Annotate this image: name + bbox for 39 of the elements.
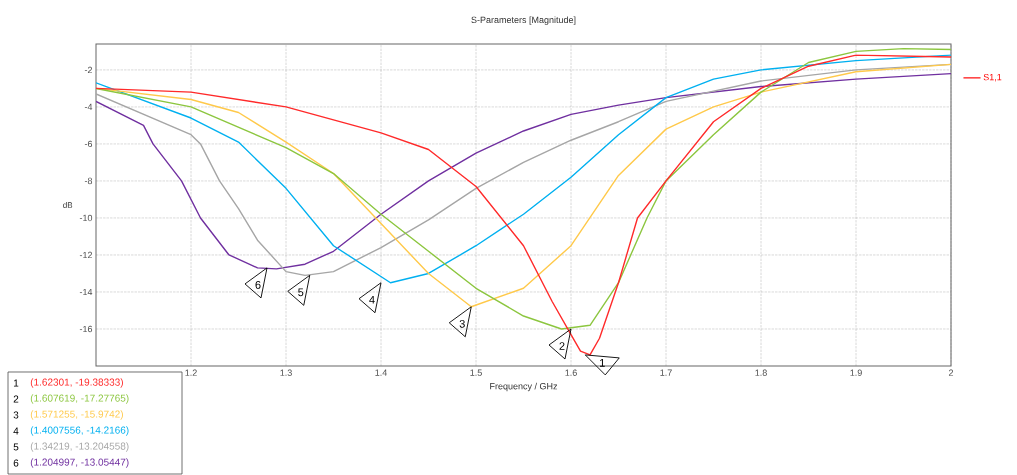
y-tick-label: -16 — [79, 325, 93, 333]
text: 4 — [13, 427, 19, 435]
annotation: 3 — [459, 319, 465, 328]
y-tick-label: -6 — [84, 140, 93, 148]
annotation: 4 — [369, 295, 375, 304]
x-tick-label: 2 — [948, 369, 954, 376]
x-tick-label: 1.9 — [850, 369, 862, 376]
x-tick-label: 1.6 — [565, 369, 577, 376]
chart-title: S-Parameters [Magnitude] — [471, 16, 576, 25]
y-tick-label: -2 — [84, 66, 93, 74]
text: (1.204997, -13.05447) — [30, 458, 129, 468]
x-tick-label: 1.7 — [660, 369, 672, 376]
text: (1.4007556, -14.2166) — [30, 426, 129, 436]
annotation: 1 — [600, 359, 605, 367]
x-tick-label: 1.4 — [375, 369, 387, 376]
text: 2 — [13, 395, 19, 403]
y-tick-label: -14 — [79, 288, 93, 296]
y-tick-label: -8 — [84, 177, 93, 185]
x-tick-label: 1.8 — [755, 369, 767, 376]
annotation: 5 — [298, 288, 304, 297]
x-tick-label: 1.5 — [470, 369, 482, 376]
annotation: 6 — [255, 281, 261, 289]
text: 1 — [13, 379, 19, 387]
y-tick-label: -4 — [84, 103, 93, 111]
text: (1.62301, -19.38333) — [30, 378, 123, 388]
text: (1.571255, -15.9742) — [30, 410, 123, 420]
text: (1.34219, -13.204558) — [30, 442, 129, 452]
text: 6 — [13, 459, 19, 467]
y-tick-label: -10 — [79, 214, 93, 222]
text: 3 — [13, 411, 19, 419]
x-tick-label: 1.3 — [280, 369, 292, 376]
x-axis-title: Frequency / GHz — [490, 382, 558, 392]
legend-label: S1,1 — [983, 73, 1002, 82]
y-axis-title: dB — [63, 202, 73, 208]
annotation: 2 — [559, 342, 565, 350]
text: 5 — [13, 443, 19, 451]
text: (1.607619, -17.27765) — [30, 394, 129, 404]
y-tick-label: -12 — [79, 251, 93, 259]
x-tick-label: 1.2 — [185, 369, 197, 376]
